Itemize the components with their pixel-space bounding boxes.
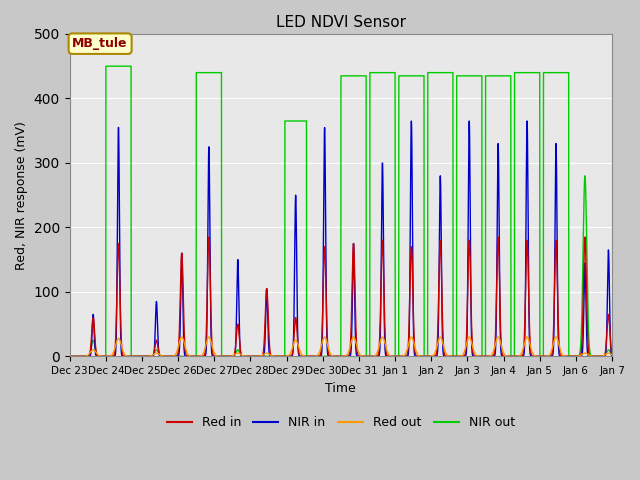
Red in xyxy=(416,353,424,359)
NIR out xyxy=(182,353,189,359)
Y-axis label: Red, NIR response (mV): Red, NIR response (mV) xyxy=(15,120,28,270)
Red in xyxy=(493,286,500,291)
NIR in xyxy=(66,353,74,359)
NIR in xyxy=(176,332,184,338)
NIR in xyxy=(416,353,424,359)
Line: NIR out: NIR out xyxy=(70,66,612,356)
NIR out xyxy=(607,349,614,355)
Red out xyxy=(176,337,184,343)
Red in xyxy=(182,351,189,357)
Red out xyxy=(552,334,560,340)
Text: MB_tule: MB_tule xyxy=(72,37,128,50)
Title: LED NDVI Sensor: LED NDVI Sensor xyxy=(276,15,406,30)
Red out xyxy=(606,351,614,357)
NIR out xyxy=(608,352,616,358)
NIR in xyxy=(493,286,500,292)
NIR in xyxy=(524,118,531,124)
NIR in xyxy=(182,353,189,359)
Red out xyxy=(66,353,74,359)
NIR out xyxy=(304,353,312,359)
NIR out xyxy=(493,73,500,79)
NIR out xyxy=(176,353,184,359)
Red out xyxy=(493,336,500,342)
NIR in xyxy=(608,353,616,359)
Red in xyxy=(176,306,184,312)
NIR in xyxy=(269,353,276,359)
Line: Red in: Red in xyxy=(70,237,612,356)
Red in xyxy=(608,351,616,357)
Red in xyxy=(66,353,74,359)
X-axis label: Time: Time xyxy=(326,382,356,395)
Red out xyxy=(608,352,616,358)
Red in xyxy=(269,353,276,359)
Red in xyxy=(606,333,614,339)
NIR out xyxy=(269,353,276,359)
Line: Red out: Red out xyxy=(70,337,612,356)
Red out xyxy=(182,346,189,351)
Red out xyxy=(416,353,424,359)
Line: NIR in: NIR in xyxy=(70,121,612,356)
NIR in xyxy=(606,329,614,335)
Legend: Red in, NIR in, Red out, NIR out: Red in, NIR in, Red out, NIR out xyxy=(162,411,520,434)
NIR out xyxy=(66,353,74,359)
Red out xyxy=(269,353,276,359)
NIR out xyxy=(102,63,109,69)
NIR out xyxy=(416,73,424,79)
Red in xyxy=(581,234,589,240)
